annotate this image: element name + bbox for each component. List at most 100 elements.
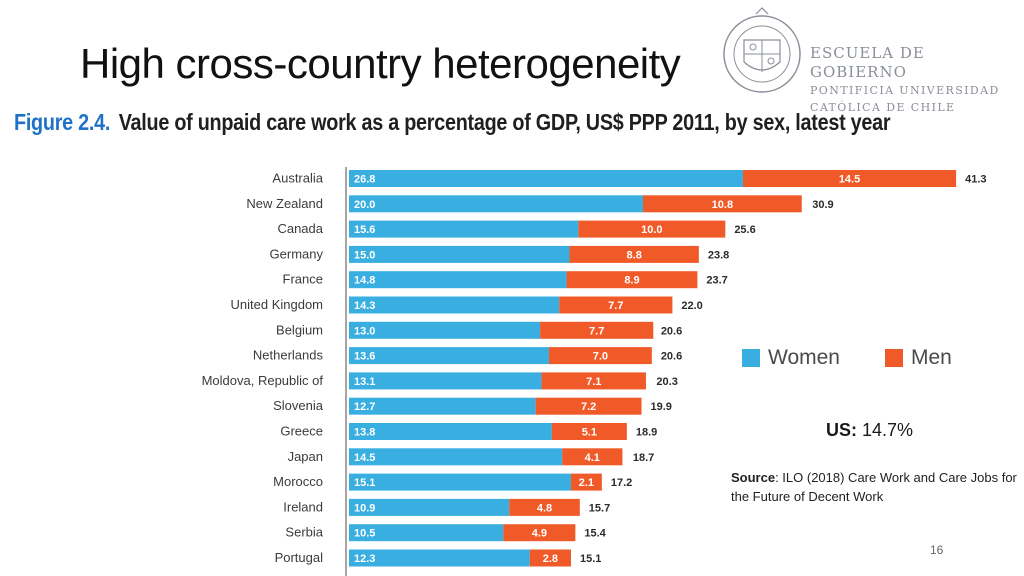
bar-label-women-united-kingdom: 14.3	[354, 300, 375, 312]
bar-label-men-france: 8.9	[624, 275, 639, 287]
bar-men-australia	[742, 170, 957, 187]
bar-label-women-netherlands: 13.6	[354, 351, 375, 363]
category-label-canada: Canada	[277, 221, 323, 236]
category-label-portugal: Portugal	[275, 550, 324, 565]
total-label-slovenia: 19.9	[651, 401, 672, 413]
bar-men-ireland	[509, 498, 580, 516]
bar-label-women-morocco: 15.1	[354, 477, 375, 489]
bar-label-men-new-zealand: 10.8	[712, 199, 733, 211]
category-label-netherlands: Netherlands	[253, 348, 324, 363]
bar-label-men-morocco: 2.1	[579, 477, 594, 489]
total-label-moldova-republic-of: 20.3	[656, 376, 677, 388]
total-label-australia: 41.3	[965, 174, 986, 186]
source-text: : ILO (2018) Care Work and Care Jobs for…	[731, 470, 1017, 504]
bar-men-morocco	[570, 473, 602, 491]
total-label-netherlands: 20.6	[661, 351, 682, 363]
bar-label-women-new-zealand: 20.0	[354, 199, 375, 211]
bar-label-men-slovenia: 7.2	[581, 401, 596, 413]
bar-men-serbia	[503, 524, 576, 542]
figure-caption-text: Value of unpaid care work as a percentag…	[118, 109, 891, 135]
total-label-new-zealand: 30.9	[812, 199, 833, 211]
university-logo	[723, 7, 801, 93]
total-label-serbia: 15.4	[584, 528, 606, 540]
bar-label-women-moldova-republic-of: 13.1	[354, 376, 375, 388]
university-seal-icon	[723, 7, 801, 93]
category-label-moldova-republic-of: Moldova, Republic of	[202, 373, 324, 388]
category-label-australia: Australia	[272, 171, 323, 186]
bar-label-men-belgium: 7.7	[589, 325, 604, 337]
category-label-belgium: Belgium	[276, 322, 323, 337]
legend-item-men: Men	[884, 346, 952, 370]
total-label-france: 23.7	[706, 275, 727, 287]
bar-women-morocco	[349, 473, 571, 491]
bar-women-portugal	[349, 549, 530, 567]
us-label: US:	[826, 420, 857, 440]
bar-label-women-germany: 15.0	[354, 249, 375, 261]
total-label-belgium: 20.6	[661, 325, 682, 337]
total-label-portugal: 15.1	[580, 553, 601, 565]
bar-label-women-greece: 13.8	[354, 427, 375, 439]
figure-caption: Figure 2.4. Value of unpaid care work as …	[14, 109, 891, 136]
legend-label-men: Men	[910, 346, 952, 369]
bar-men-united-kingdom	[559, 296, 673, 314]
legend-swatch-women	[742, 349, 760, 367]
bar-men-new-zealand	[643, 195, 802, 213]
bar-label-men-portugal: 2.8	[543, 553, 558, 565]
category-label-morocco: Morocco	[273, 474, 323, 489]
bar-label-women-portugal: 12.3	[354, 553, 375, 565]
bar-label-men-united-kingdom: 7.7	[608, 300, 623, 312]
total-label-united-kingdom: 22.0	[681, 300, 702, 312]
us-value-note: US: 14.7%	[826, 420, 913, 441]
bar-women-serbia	[349, 524, 504, 542]
bar-label-men-australia: 14.5	[839, 174, 860, 186]
category-label-ireland: Ireland	[283, 499, 323, 514]
bar-label-men-greece: 5.1	[582, 427, 597, 439]
bar-women-ireland	[349, 498, 510, 516]
legend-item-women: Women	[742, 346, 840, 370]
bar-men-belgium	[540, 321, 654, 339]
bar-label-men-japan: 4.1	[585, 452, 600, 464]
category-label-serbia: Serbia	[285, 525, 323, 540]
bar-men-portugal	[529, 549, 571, 567]
bar-label-women-ireland: 10.9	[354, 502, 375, 514]
bar-women-canada	[349, 220, 579, 238]
page-number: 16	[930, 543, 944, 557]
bar-label-women-canada: 15.6	[354, 224, 375, 236]
bar-label-men-moldova-republic-of: 7.1	[586, 376, 601, 388]
bar-men-slovenia	[535, 397, 642, 415]
chart-legend: Women Men	[742, 346, 997, 370]
bar-label-men-serbia: 4.9	[532, 528, 547, 540]
bar-women-germany	[349, 245, 570, 263]
bar-label-women-japan: 14.5	[354, 452, 375, 464]
bar-label-men-canada: 10.0	[641, 224, 662, 236]
bar-women-netherlands	[349, 347, 549, 365]
source-note: Source: ILO (2018) Care Work and Care Jo…	[731, 468, 1021, 506]
bar-women-greece	[349, 423, 552, 440]
bar-label-women-slovenia: 12.7	[354, 401, 375, 413]
bar-label-women-belgium: 13.0	[354, 325, 375, 337]
category-label-new-zealand: New Zealand	[246, 196, 323, 211]
total-label-morocco: 17.2	[611, 477, 632, 489]
category-label-france: France	[283, 272, 323, 287]
category-label-japan: Japan	[288, 449, 323, 464]
source-label: Source	[731, 470, 776, 485]
us-value: 14.7%	[862, 420, 914, 440]
bar-women-united-kingdom	[349, 296, 560, 314]
figure-label: Figure 2.4.	[14, 109, 111, 135]
total-label-canada: 25.6	[734, 224, 755, 236]
bar-men-canada	[578, 220, 726, 238]
legend-swatch-men	[884, 349, 903, 367]
bar-men-netherlands	[548, 347, 652, 365]
category-label-slovenia: Slovenia	[273, 398, 324, 413]
bar-men-japan	[562, 448, 623, 466]
bar-women-moldova-republic-of	[349, 372, 542, 390]
institution-name-line2: PONTIFICIA UNIVERSIDAD	[810, 84, 1000, 97]
total-label-germany: 23.8	[708, 249, 729, 261]
legend-label-women: Women	[768, 346, 840, 369]
bar-women-slovenia	[349, 397, 536, 415]
institution-name-line1: ESCUELA DE GOBIERNO	[810, 44, 925, 81]
total-label-ireland: 15.7	[589, 502, 610, 514]
bar-label-men-ireland: 4.8	[537, 502, 552, 514]
bar-women-new-zealand	[349, 195, 643, 213]
